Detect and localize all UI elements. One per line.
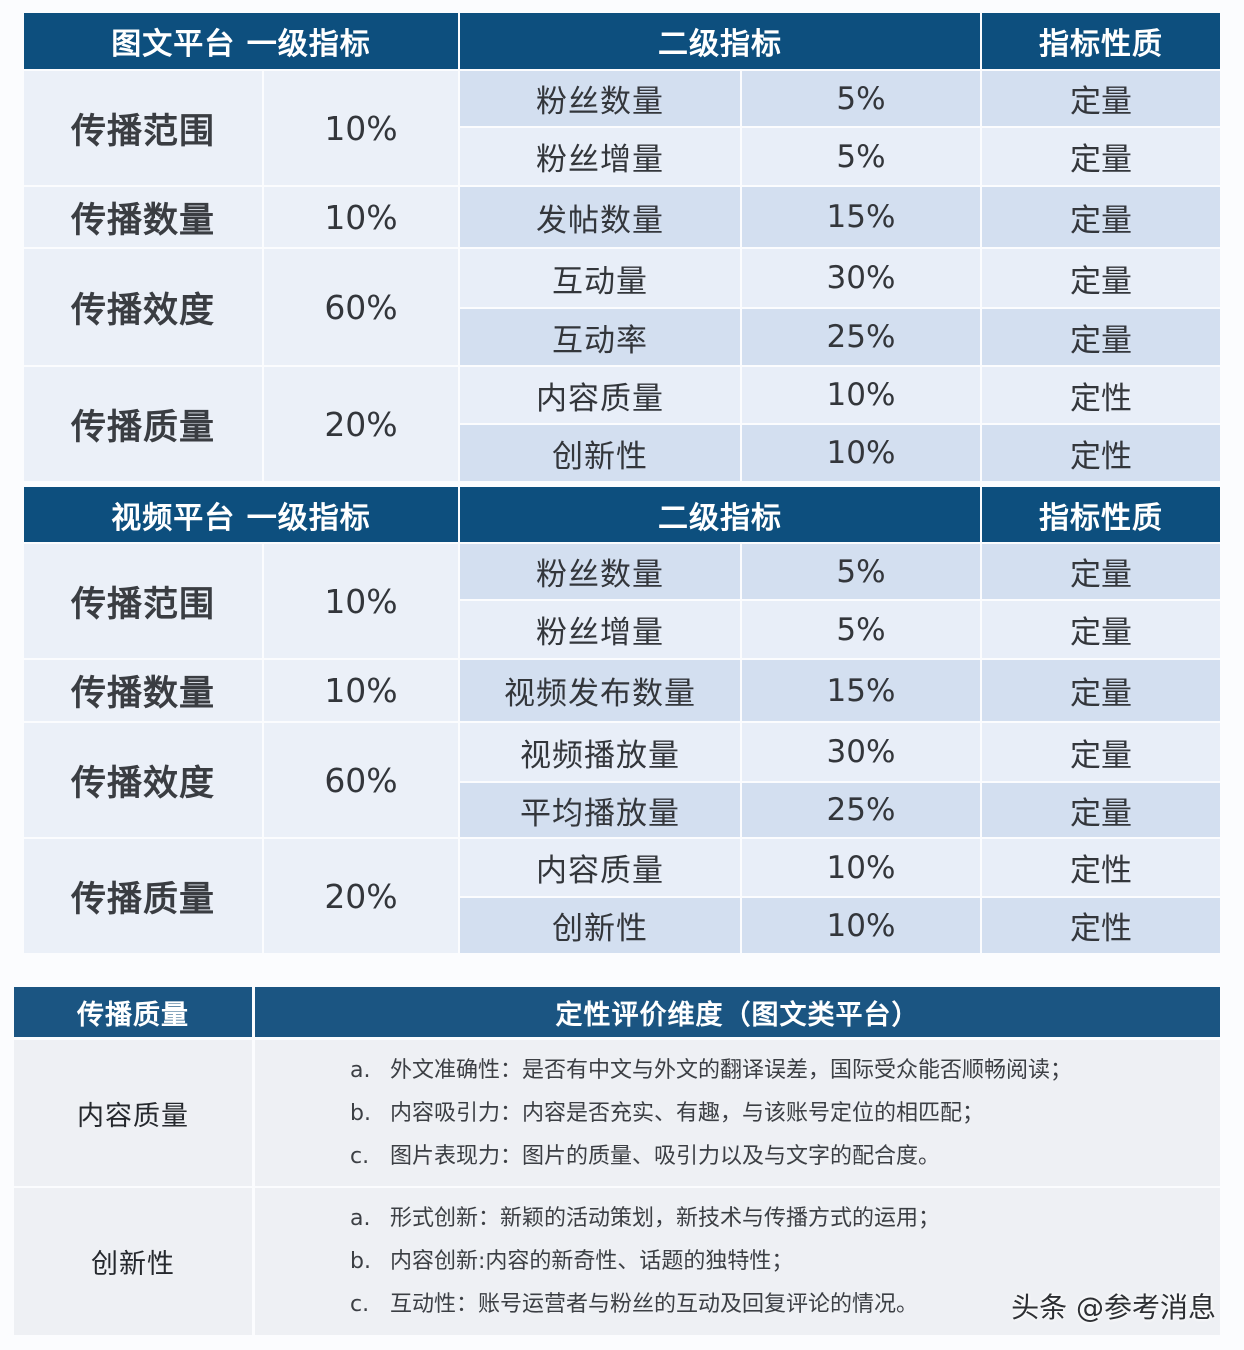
line-text: 互动性：账号运营者与粉丝的互动及回复评论的情况。 [390, 1292, 919, 1317]
level1-name: 传播质量 [24, 839, 262, 953]
level2-weight: 25% [742, 783, 980, 837]
level1-name: 传播质量 [24, 367, 262, 481]
header-nature: 指标性质 [982, 13, 1220, 69]
level1-weight: 10% [264, 71, 458, 185]
indicator-nature: 定量 [982, 71, 1220, 126]
line-letter: c. [350, 1292, 370, 1317]
header-level2: 二级指标 [460, 13, 980, 69]
level1-weight: 10% [264, 544, 458, 658]
row-description: a. 外文准确性：是否有中文与外文的翻译误差，国际受众能否顺畅阅读； b. 内容吸引… [255, 1040, 1220, 1186]
level1-name: 传播数量 [24, 187, 262, 247]
level2-name: 平均播放量 [460, 783, 740, 837]
indicator-nature: 定性 [982, 839, 1220, 896]
level2-name: 视频播放量 [460, 723, 740, 781]
level1-name: 传播范围 [24, 544, 262, 658]
level2-weight: 10% [742, 367, 980, 423]
level2-name: 内容质量 [460, 367, 740, 423]
row-label: 内容质量 [14, 1040, 252, 1186]
header-level2: 二级指标 [460, 487, 980, 542]
level2-name: 创新性 [460, 425, 740, 481]
level2-name: 互动量 [460, 249, 740, 307]
level2-name: 创新性 [460, 898, 740, 953]
description-line: a. 外文准确性：是否有中文与外文的翻译误差，国际受众能否顺畅阅读； [350, 1049, 1220, 1092]
row-description: a. 形式创新：新颖的活动策划，新技术与传播方式的运用； b. 内容创新:内容的新奇… [255, 1188, 1220, 1335]
level2-weight: 15% [742, 187, 980, 247]
source-watermark: 头条 @参考消息 [1011, 1291, 1216, 1324]
indicator-nature: 定性 [982, 425, 1220, 481]
line-text: 内容创新:内容的新奇性、话题的独特性； [390, 1249, 794, 1274]
indicator-nature: 定量 [982, 601, 1220, 658]
level2-name: 粉丝增量 [460, 128, 740, 185]
line-letter: a. [350, 1206, 371, 1231]
level1-weight: 10% [264, 187, 458, 247]
level2-weight: 5% [742, 71, 980, 126]
line-letter: b. [350, 1249, 371, 1274]
level1-weight: 60% [264, 249, 458, 365]
level1-name: 传播效度 [24, 249, 262, 365]
indicator-nature: 定量 [982, 783, 1220, 837]
level2-weight: 5% [742, 601, 980, 658]
level2-name: 互动率 [460, 309, 740, 365]
level2-weight: 10% [742, 898, 980, 953]
header-quality: 传播质量 [14, 987, 252, 1037]
level1-weight: 60% [264, 723, 458, 837]
line-letter: a. [350, 1057, 371, 1083]
indicator-nature: 定量 [982, 660, 1220, 721]
level1-weight: 10% [264, 660, 458, 721]
level2-name: 粉丝数量 [460, 544, 740, 599]
indicator-nature: 定性 [982, 898, 1220, 953]
row-label: 创新性 [14, 1188, 252, 1335]
description-line: c. 图片表现力：图片的质量、吸引力以及与文字的配合度。 [350, 1135, 1220, 1178]
level2-weight: 10% [742, 425, 980, 481]
line-text: 形式创新：新颖的活动策划，新技术与传播方式的运用； [390, 1206, 941, 1231]
indicator-nature: 定量 [982, 187, 1220, 247]
description-line: c. 互动性：账号运营者与粉丝的互动及回复评论的情况。 [350, 1283, 1220, 1326]
header-nature: 指标性质 [982, 487, 1220, 542]
line-letter: c. [350, 1143, 370, 1169]
level2-name: 视频发布数量 [460, 660, 740, 721]
line-text: 内容吸引力：内容是否充实、有趣，与该账号定位的相匹配； [390, 1100, 985, 1126]
description-line: b. 内容创新:内容的新奇性、话题的独特性； [350, 1240, 1220, 1283]
line-text: 外文准确性：是否有中文与外文的翻译误差，国际受众能否顺畅阅读； [390, 1057, 1073, 1083]
level2-name: 粉丝数量 [460, 71, 740, 126]
level2-weight: 5% [742, 544, 980, 599]
indicator-nature: 定量 [982, 128, 1220, 185]
header-level1: 视频平台 一级指标 [24, 487, 458, 542]
level1-weight: 20% [264, 367, 458, 481]
line-letter: b. [350, 1100, 371, 1126]
level2-weight: 25% [742, 309, 980, 365]
indicator-nature: 定量 [982, 544, 1220, 599]
level2-name: 内容质量 [460, 839, 740, 896]
description-line: a. 形式创新：新颖的活动策划，新技术与传播方式的运用； [350, 1197, 1220, 1240]
indicator-nature: 定性 [982, 367, 1220, 423]
header-dimensions: 定性评价维度（图文类平台） [255, 987, 1220, 1037]
level1-name: 传播效度 [24, 723, 262, 837]
level1-weight: 20% [264, 839, 458, 953]
indicator-nature: 定量 [982, 723, 1220, 781]
level2-name: 粉丝增量 [460, 601, 740, 658]
level2-weight: 30% [742, 249, 980, 307]
level1-name: 传播数量 [24, 660, 262, 721]
level1-name: 传播范围 [24, 71, 262, 185]
header-level1: 图文平台 一级指标 [24, 13, 458, 69]
level2-weight: 5% [742, 128, 980, 185]
description-line: b. 内容吸引力：内容是否充实、有趣，与该账号定位的相匹配； [350, 1092, 1220, 1135]
level2-name: 发帖数量 [460, 187, 740, 247]
level2-weight: 30% [742, 723, 980, 781]
line-text: 图片表现力：图片的质量、吸引力以及与文字的配合度。 [390, 1143, 941, 1169]
indicator-nature: 定量 [982, 309, 1220, 365]
indicator-nature: 定量 [982, 249, 1220, 307]
level2-weight: 10% [742, 839, 980, 896]
level2-weight: 15% [742, 660, 980, 721]
